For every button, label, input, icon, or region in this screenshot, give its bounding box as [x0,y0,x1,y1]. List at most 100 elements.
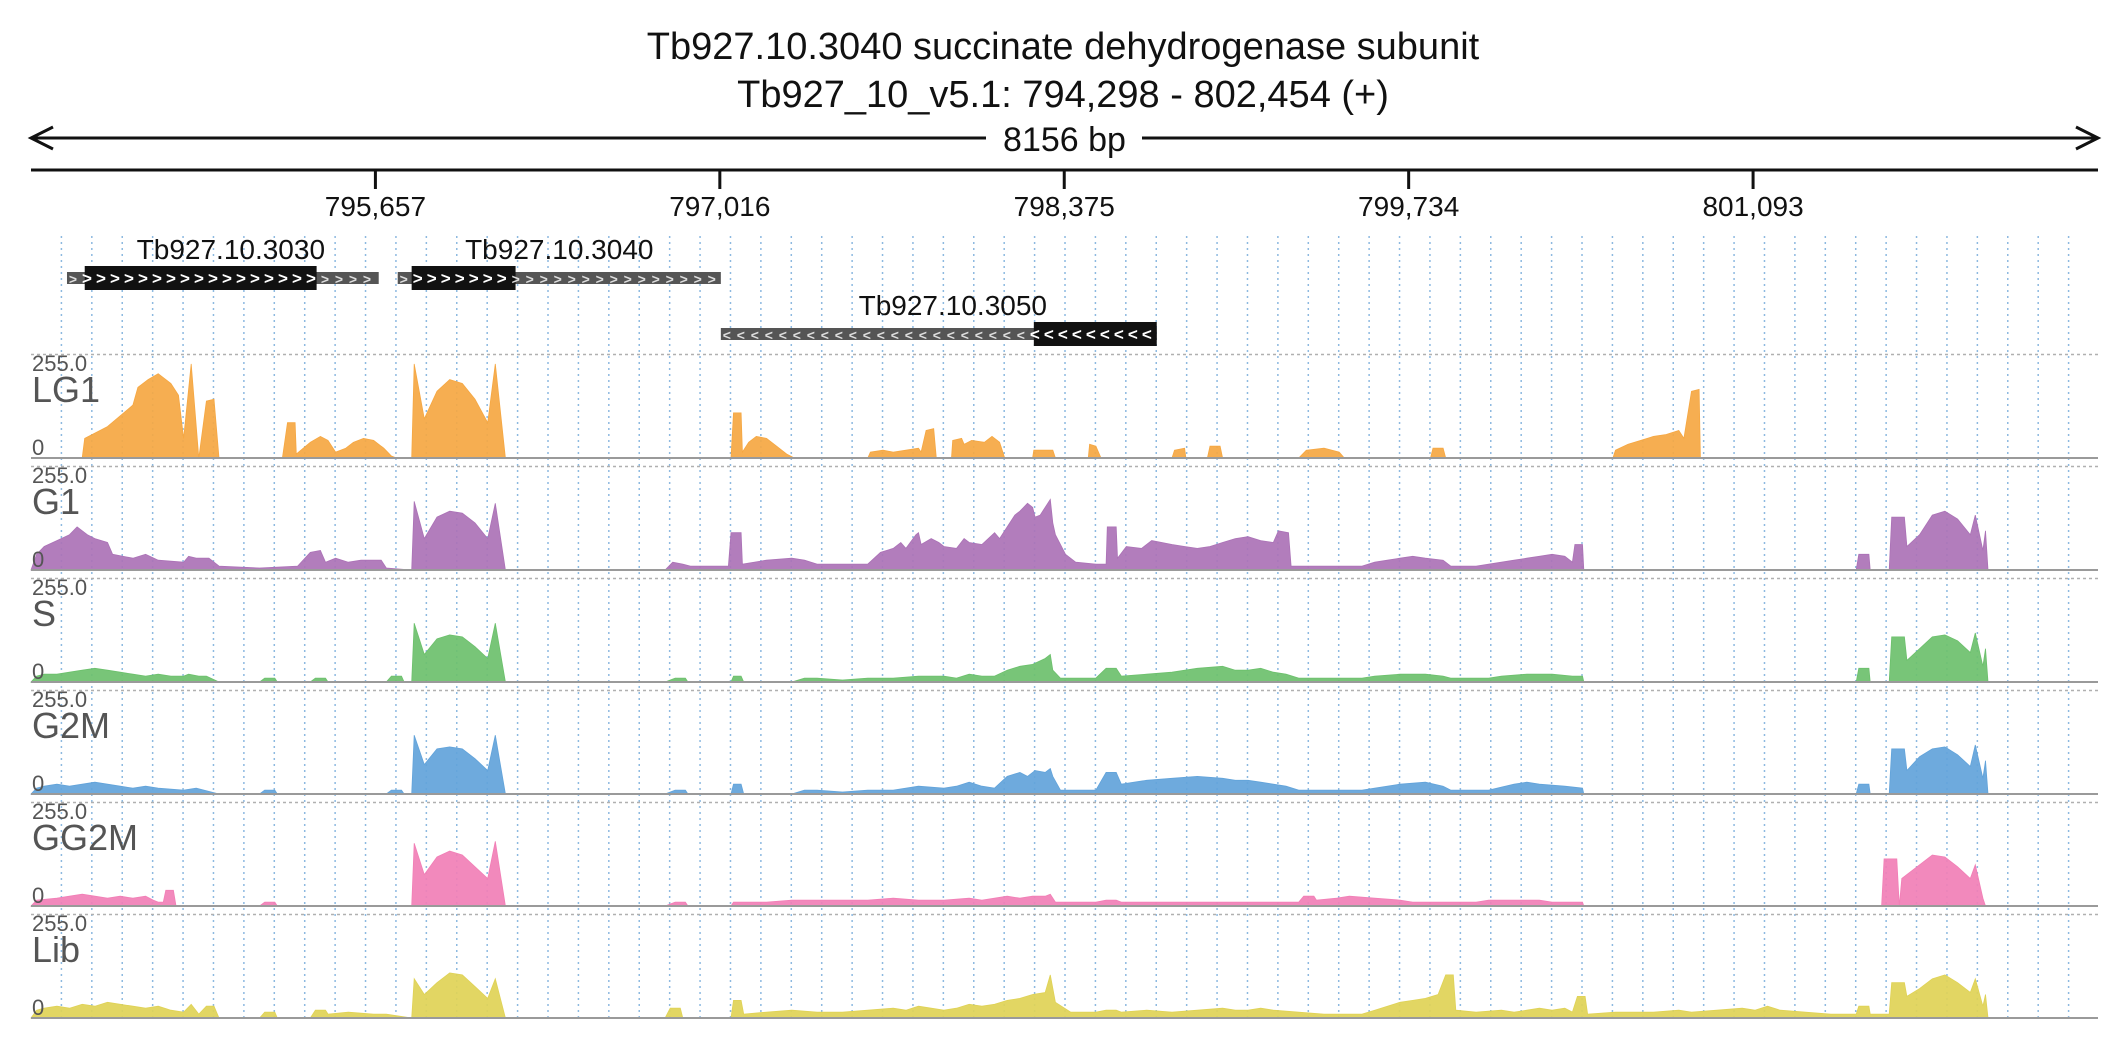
y-max-label: 255.0 [32,463,87,488]
gene-model: > > > > > > > > > > > > > > > > > > > > > >Tb927.10.3030 [66,234,379,290]
strand-arrow: > [400,271,408,287]
strand-arrow: < [751,327,759,343]
strand-arrow: > [582,271,590,287]
strand-arrow: > [222,269,232,288]
axis-tick-label: 799,734 [1358,191,1459,222]
strand-arrow: < [989,327,997,343]
strand-arrow: < [1030,325,1040,344]
strand-arrow: > [441,269,451,288]
strand-arrow: < [723,327,731,343]
strand-arrow: < [975,327,983,343]
strand-arrow: < [919,327,927,343]
axis-tick-label: 798,375 [1014,191,1115,222]
track-g1: 255.0G1 0 [30,463,2098,572]
strand-arrow: < [933,327,941,343]
span-ruler-left-arrow [27,125,54,151]
y-max-label: 255.0 [32,911,87,936]
strand-arrow: < [891,327,899,343]
y-min-label: 0 [32,435,44,460]
strand-arrow: > [349,271,357,287]
strand-arrow: > [427,269,437,288]
strand-arrow: > [652,271,660,287]
vertical-gridlines [60,236,2070,1020]
coordinate-axis: 795,657 797,016 798,375 799,734 801,093 [31,168,2098,222]
strand-arrow: > [236,269,246,288]
strand-arrow: > [680,271,688,287]
strand-arrow: < [793,327,801,343]
track-name: G2M [32,705,110,746]
strand-arrow: > [624,271,632,287]
strand-arrow: < [807,327,815,343]
track-name: G1 [32,481,80,522]
strand-arrow: > [497,269,507,288]
coverage-area [30,498,2098,571]
strand-arrow: > [292,269,302,288]
y-min-label: 0 [32,883,44,908]
strand-arrow: < [961,327,969,343]
strand-arrow: < [1128,325,1138,344]
strand-arrow: > [413,269,423,288]
strand-arrow: > [321,271,329,287]
y-min-label: 0 [32,995,44,1020]
strand-arrow: > [526,271,534,287]
strand-arrow: > [708,271,716,287]
strand-arrow: > [278,269,288,288]
span-ruler: 8156 bp [27,121,2102,159]
y-max-label: 255.0 [32,575,87,600]
strand-arrow: < [1003,327,1011,343]
gene-annotation-track: > > > > > > > > > > > > > > > > > > > > > >Tb927.10.3030> > > > >… [66,234,1157,346]
gene-cds [84,266,317,290]
track-name: GG2M [32,817,138,858]
strand-arrow: < [1044,325,1054,344]
strand-arrow: < [737,327,745,343]
strand-arrow: < [765,327,773,343]
track-name: LG1 [32,369,100,410]
strand-arrow: > [554,271,562,287]
gene-label: Tb927.10.3040 [465,234,653,265]
strand-arrow: > [180,269,190,288]
strand-arrow: < [1017,327,1025,343]
strand-arrow: < [1100,325,1110,344]
strand-arrow: > [208,269,218,288]
track-s: 255.0S 0 [30,575,2098,684]
strand-arrow: < [1072,325,1082,344]
gene-label: Tb927.10.3050 [859,290,1047,321]
y-max-label: 255.0 [32,687,87,712]
strand-arrow: > [124,269,134,288]
coverage-area [30,972,2098,1019]
strand-arrow: < [1142,325,1152,344]
gene-title: Tb927.10.3040 succinate dehydrogenase su… [647,26,1480,68]
axis-tick-label: 795,657 [325,191,426,222]
strand-arrow: < [1058,325,1068,344]
strand-arrow: > [152,269,162,288]
track-name: S [32,593,56,634]
strand-arrow: > [638,271,646,287]
span-label: 8156 bp [1003,121,1126,159]
y-max-label: 255.0 [32,351,87,376]
strand-arrow: < [835,327,843,343]
strand-arrow: > [610,271,618,287]
strand-arrow: > [306,269,316,288]
gene-model: < < < < < < < < < < < < < < < < < < < < < < < < < < < < < < <Tb927.10.… [720,290,1157,346]
strand-arrow: < [877,327,885,343]
strand-arrow: > [166,269,176,288]
strand-arrow: > [69,271,77,287]
coverage-area [31,363,2098,459]
y-min-label: 0 [32,547,44,572]
strand-arrow: < [849,327,857,343]
strand-arrow: < [1086,325,1096,344]
strand-arrow: > [540,271,548,287]
strand-arrow: < [821,327,829,343]
strand-arrow: < [863,327,871,343]
strand-arrow: < [1114,325,1124,344]
gene-cds [411,266,516,290]
strand-arrow: > [694,271,702,287]
strand-arrow: > [335,271,343,287]
region-location: Tb927_10_v5.1: 794,298 - 802,454 (+) [737,74,1389,116]
strand-arrow: > [483,269,493,288]
axis-tick-label: 801,093 [1702,191,1803,222]
